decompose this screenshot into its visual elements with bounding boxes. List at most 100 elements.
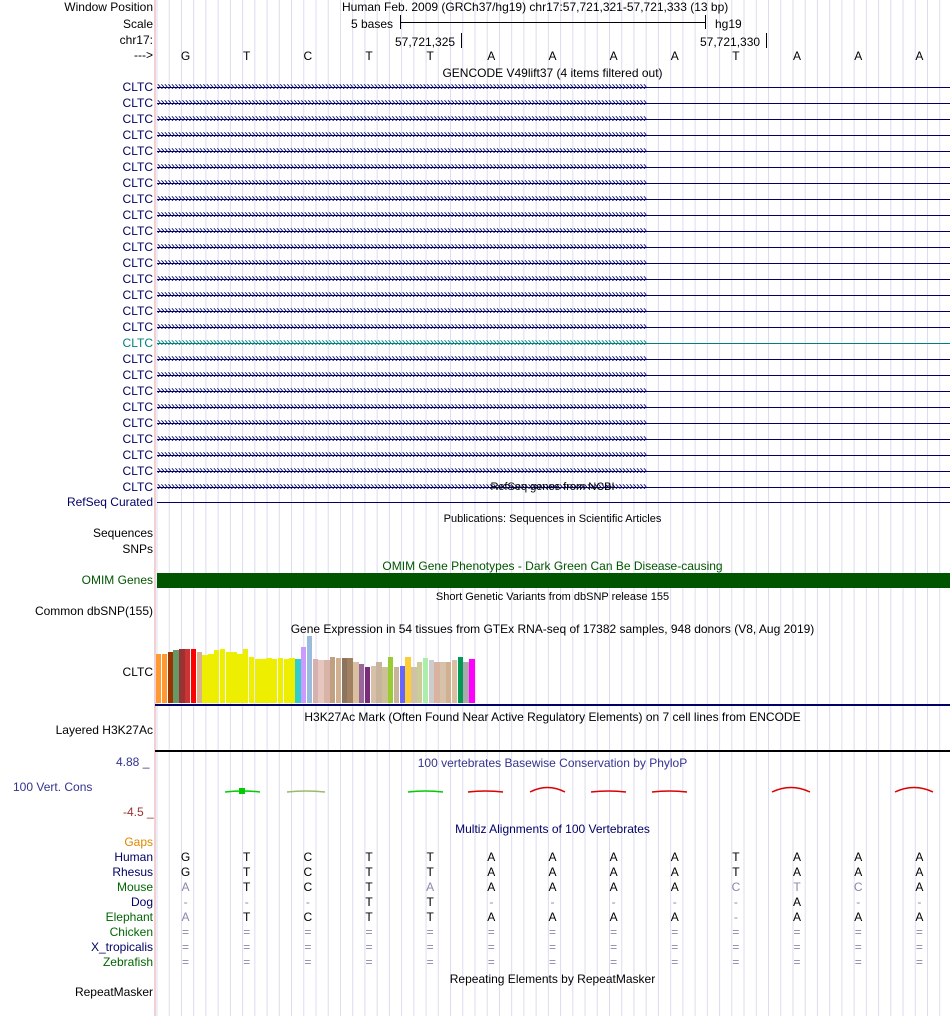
- gencode-gene-label[interactable]: CLTC: [122, 464, 153, 478]
- gencode-gene-label[interactable]: CLTC: [122, 416, 153, 430]
- gencode-gene-label[interactable]: CLTC: [122, 448, 153, 462]
- gtex-tissue-bar[interactable]: [301, 647, 307, 703]
- gtex-tissue-bar[interactable]: [260, 659, 266, 703]
- gtex-tissue-bar[interactable]: [196, 652, 202, 703]
- gencode-transcript-line[interactable]: [157, 487, 950, 488]
- species-label-rhesus[interactable]: Rhesus: [112, 865, 153, 879]
- gencode-gene-label[interactable]: CLTC: [122, 80, 153, 94]
- gtex-tissue-bar[interactable]: [451, 660, 458, 703]
- gencode-transcript-line[interactable]: [157, 471, 950, 472]
- gencode-transcript-line[interactable]: [157, 263, 950, 264]
- omim-track-title[interactable]: OMIM Gene Phenotypes - Dark Green Can Be…: [382, 559, 723, 573]
- gtex-tissue-bar[interactable]: [202, 655, 208, 703]
- gencode-transcript-line[interactable]: [157, 359, 950, 360]
- gtex-tissue-bar[interactable]: [353, 662, 359, 703]
- gtex-tissue-bar[interactable]: [243, 649, 249, 703]
- species-label-chicken[interactable]: Chicken: [109, 925, 153, 939]
- gencode-gene-label[interactable]: CLTC: [122, 208, 153, 222]
- gtex-tissue-bar[interactable]: [446, 662, 452, 703]
- gencode-gene-label[interactable]: CLTC: [122, 336, 153, 350]
- gtex-tissue-bar[interactable]: [277, 658, 284, 703]
- gtex-tissue-bar[interactable]: [208, 654, 214, 703]
- gtex-tissue-bar[interactable]: [306, 636, 313, 703]
- gencode-transcript-line[interactable]: [157, 375, 950, 376]
- gtex-tissue-bar[interactable]: [347, 658, 353, 703]
- gencode-transcript-line[interactable]: [157, 391, 950, 392]
- gencode-transcript-line[interactable]: [157, 199, 950, 200]
- gencode-gene-label[interactable]: CLTC: [122, 400, 153, 414]
- gtex-tissue-bar[interactable]: [469, 659, 475, 703]
- gencode-gene-label[interactable]: CLTC: [122, 288, 153, 302]
- gencode-transcript-line[interactable]: [157, 311, 950, 312]
- gtex-tissue-bar[interactable]: [382, 667, 388, 703]
- gencode-transcript-line[interactable]: [157, 423, 950, 424]
- gencode-transcript-line[interactable]: [157, 247, 950, 248]
- gtex-tissue-bar[interactable]: [335, 658, 342, 703]
- gtex-tissue-bar[interactable]: [167, 652, 173, 703]
- species-label-dog[interactable]: Dog: [130, 895, 153, 909]
- gencode-gene-label[interactable]: CLTC: [122, 128, 153, 142]
- gtex-tissue-bar[interactable]: [179, 649, 185, 703]
- gtex-tissue-bar[interactable]: [266, 658, 272, 703]
- h3k27ac-signal[interactable]: [155, 750, 950, 752]
- gencode-transcript-line[interactable]: [157, 279, 950, 280]
- gencode-gene-label[interactable]: CLTC: [122, 432, 153, 446]
- gtex-tissue-bar[interactable]: [318, 660, 324, 703]
- gtex-tissue-bar[interactable]: [295, 659, 301, 703]
- gtex-tissue-bar[interactable]: [411, 667, 417, 703]
- gtex-tissue-bar[interactable]: [370, 666, 376, 703]
- gtex-tissue-bar[interactable]: [364, 667, 371, 703]
- window-position-text[interactable]: Human Feb. 2009 (GRCh37/hg19) chr17:57,7…: [342, 0, 729, 14]
- gencode-transcript-line[interactable]: [157, 103, 950, 104]
- gencode-transcript-line[interactable]: [157, 167, 950, 168]
- phylop-track-title[interactable]: 100 vertebrates Basewise Conservation by…: [417, 756, 688, 770]
- gtex-tissue-bar[interactable]: [225, 652, 231, 703]
- gencode-transcript-line[interactable]: [157, 407, 950, 408]
- refseq-line[interactable]: [157, 502, 950, 503]
- gtex-tissue-bar[interactable]: [214, 650, 220, 703]
- gencode-transcript-line[interactable]: [157, 231, 950, 232]
- gencode-gene-label[interactable]: CLTC: [122, 160, 153, 174]
- gtex-tissue-bar[interactable]: [190, 649, 197, 703]
- gtex-tissue-bar[interactable]: [417, 662, 423, 703]
- publications-track-title[interactable]: Publications: Sequences in Scientific Ar…: [443, 513, 662, 525]
- gencode-transcript-line[interactable]: [157, 119, 950, 120]
- gencode-gene-label[interactable]: CLTC: [122, 192, 153, 206]
- gtex-tissue-bar[interactable]: [156, 654, 162, 703]
- gtex-tissue-bar[interactable]: [434, 662, 440, 703]
- gtex-tissue-bar[interactable]: [283, 659, 289, 703]
- gtex-tissue-bar[interactable]: [248, 657, 255, 703]
- gencode-gene-label[interactable]: CLTC: [122, 304, 153, 318]
- dbsnp-label[interactable]: Common dbSNP(155): [34, 604, 153, 618]
- gencode-gene-label[interactable]: CLTC: [122, 368, 153, 382]
- gencode-track-title[interactable]: GENCODE V49lift37 (4 items filtered out): [442, 66, 663, 80]
- dbsnp-track-title[interactable]: Short Genetic Variants from dbSNP releas…: [435, 591, 670, 603]
- gencode-transcript-line[interactable]: [157, 455, 950, 456]
- gtex-label[interactable]: CLTC: [122, 665, 153, 679]
- refseq-label[interactable]: RefSeq Curated: [66, 495, 153, 509]
- gtex-tissue-bar[interactable]: [312, 659, 318, 703]
- gtex-tissue-bar[interactable]: [463, 662, 469, 703]
- repeatmasker-track-title[interactable]: Repeating Elements by RepeatMasker: [449, 972, 656, 986]
- gtex-tissue-bar[interactable]: [185, 649, 191, 703]
- gtex-tissue-bar[interactable]: [440, 662, 446, 703]
- gencode-gene-label[interactable]: CLTC: [122, 272, 153, 286]
- gtex-tissue-bar[interactable]: [359, 664, 365, 703]
- gencode-gene-label[interactable]: CLTC: [122, 176, 153, 190]
- gtex-tissue-bar[interactable]: [173, 650, 179, 703]
- gencode-transcript-line[interactable]: [157, 151, 950, 152]
- gtex-tissue-bar[interactable]: [330, 657, 336, 703]
- species-label-mouse[interactable]: Mouse: [116, 880, 153, 894]
- omim-gene-bar[interactable]: [157, 573, 950, 588]
- gtex-tissue-bar[interactable]: [237, 654, 243, 703]
- refseq-track-title[interactable]: RefSeq genes from NCBI: [490, 481, 615, 493]
- publications-snps-label[interactable]: SNPs: [122, 542, 153, 556]
- gencode-transcript-line[interactable]: [157, 135, 950, 136]
- species-label-elephant[interactable]: Elephant: [105, 910, 153, 924]
- species-label-zebrafish[interactable]: Zebrafish: [102, 955, 153, 969]
- phylop-conservation-plot[interactable]: [155, 780, 950, 800]
- gtex-tissue-bar[interactable]: [219, 649, 226, 703]
- gtex-tissue-bar[interactable]: [341, 658, 347, 703]
- gtex-tissue-bar[interactable]: [422, 658, 429, 703]
- gtex-tissue-bar[interactable]: [457, 657, 463, 703]
